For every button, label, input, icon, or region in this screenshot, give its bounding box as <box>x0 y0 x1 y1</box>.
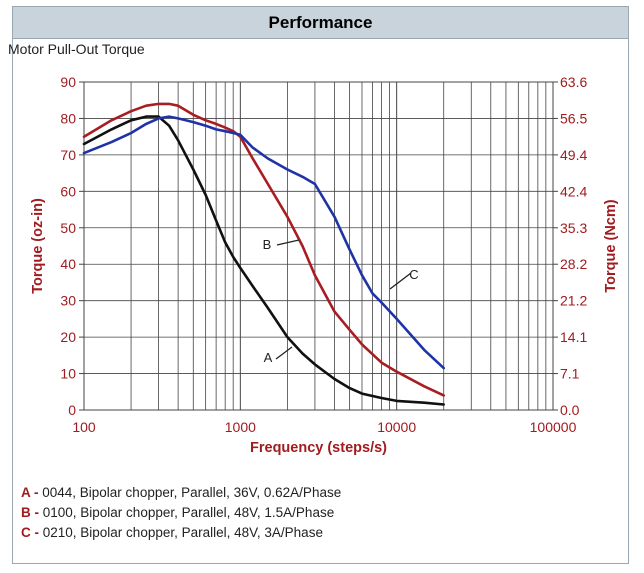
legend-key-c: C - <box>21 525 39 540</box>
plot-frame <box>83 81 554 411</box>
performance-panel: Performance <box>12 6 629 564</box>
y2-tick-label: 35.3 <box>560 220 587 236</box>
annotation-label-c: C <box>409 267 418 282</box>
y-tick-label: 0 <box>68 402 76 418</box>
legend-key-a: A - <box>21 485 39 500</box>
x-tick-label: 100000 <box>530 419 577 435</box>
y-tick-label: 20 <box>60 329 76 345</box>
y2-axis-title: Torque (Ncm) <box>603 199 619 292</box>
series-line-a <box>82 115 446 406</box>
legend-item-b: B - 0100, Bipolar chopper, Parallel, 48V… <box>21 503 341 523</box>
x-tick-label: 100 <box>72 419 96 435</box>
chart-subtitle: Motor Pull-Out Torque <box>8 41 145 57</box>
annotation-pointer-c <box>389 272 412 290</box>
y2-tick-label: 49.4 <box>560 147 587 163</box>
panel-header: Performance <box>13 7 628 39</box>
x-axis-title: Frequency (steps/s) <box>250 440 387 456</box>
y-tick-label: 80 <box>60 110 76 126</box>
legend: A - 0044, Bipolar chopper, Parallel, 36V… <box>21 483 341 543</box>
y-tick-label: 60 <box>60 183 76 199</box>
legend-text-a: 0044, Bipolar chopper, Parallel, 36V, 0.… <box>38 485 342 500</box>
legend-key-b: B - <box>21 505 39 520</box>
y2-tick-label: 28.2 <box>560 256 587 272</box>
y2-tick-label: 0.0 <box>560 402 580 418</box>
y2-tick-label: 21.2 <box>560 293 587 309</box>
y2-tick-label: 56.5 <box>560 110 587 126</box>
y2-tick-label: 42.4 <box>560 183 587 199</box>
y2-tick-label: 14.1 <box>560 329 587 345</box>
y-tick-label: 50 <box>60 220 76 236</box>
legend-item-c: C - 0210, Bipolar chopper, Parallel, 48V… <box>21 523 341 543</box>
legend-item-a: A - 0044, Bipolar chopper, Parallel, 36V… <box>21 483 341 503</box>
series-line-c <box>82 115 446 370</box>
annotation-label-b: B <box>263 237 272 252</box>
y-tick-label: 10 <box>60 366 76 382</box>
y-axis-title: Torque (oz-in) <box>30 198 46 294</box>
x-tick-label: 10000 <box>377 419 416 435</box>
series-line-b <box>82 102 446 397</box>
y-tick-label: 30 <box>60 293 76 309</box>
legend-text-c: 0210, Bipolar chopper, Parallel, 48V, 3A… <box>39 525 323 540</box>
legend-text-b: 0100, Bipolar chopper, Parallel, 48V, 1.… <box>39 505 335 520</box>
x-tick-label: 1000 <box>225 419 256 435</box>
y-tick-label: 40 <box>60 256 76 272</box>
annotation-pointer-a <box>275 346 293 360</box>
annotation-pointer-b <box>276 239 300 246</box>
y-tick-label: 70 <box>60 147 76 163</box>
y-tick-label: 90 <box>60 74 76 90</box>
y2-tick-label: 7.1 <box>560 366 580 382</box>
annotation-label-a: A <box>264 350 273 365</box>
y2-tick-label: 63.6 <box>560 74 587 90</box>
